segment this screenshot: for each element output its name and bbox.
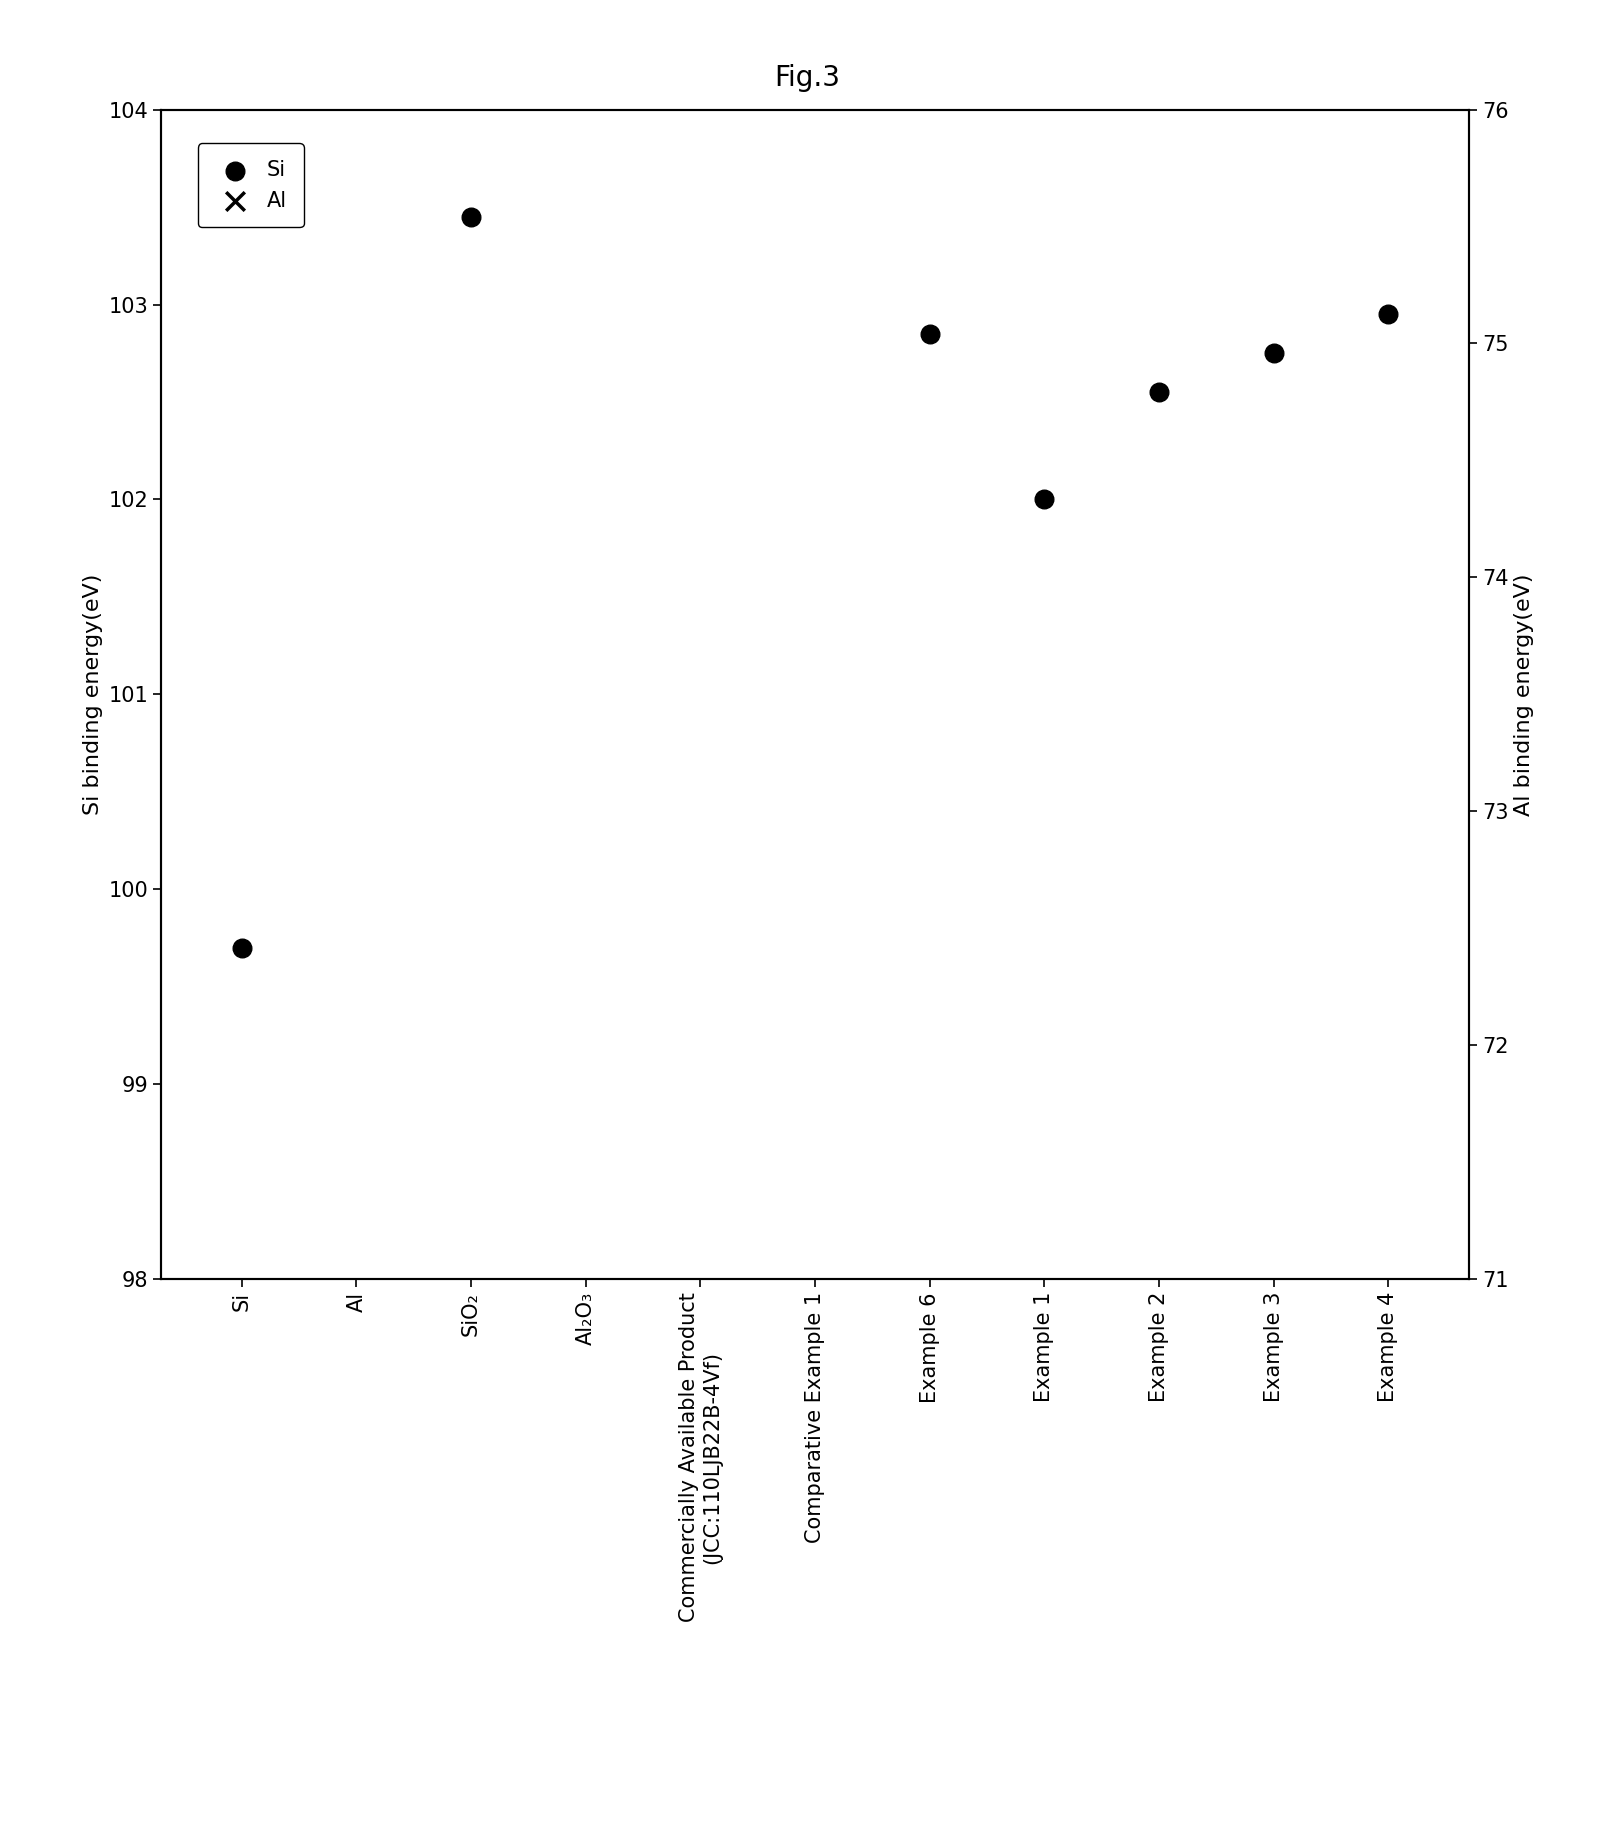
Si	[458, 203, 484, 232]
Y-axis label: Si binding energy(eV): Si binding energy(eV)	[82, 574, 103, 815]
Legend: Si, Al: Si, Al	[199, 144, 303, 227]
Si	[229, 934, 255, 963]
Si	[1146, 378, 1172, 407]
Si	[1375, 300, 1401, 329]
Si	[1031, 484, 1057, 513]
Text: Fig.3: Fig.3	[775, 64, 839, 91]
Si	[1261, 338, 1286, 367]
Si	[917, 320, 943, 349]
Y-axis label: Al binding energy(eV): Al binding energy(eV)	[1514, 574, 1535, 815]
